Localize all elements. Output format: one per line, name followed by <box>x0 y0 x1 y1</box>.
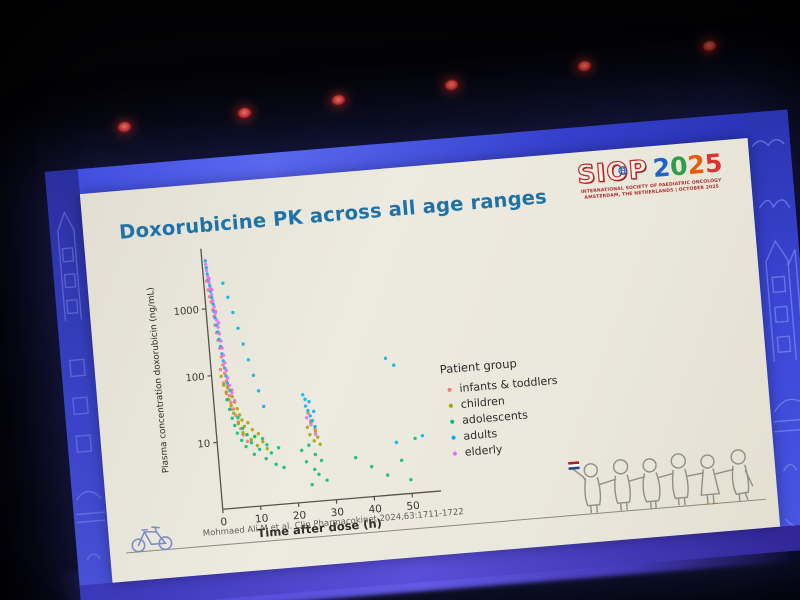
svg-text:0: 0 <box>220 516 228 529</box>
svg-text:1000: 1000 <box>173 305 199 318</box>
svg-text:10: 10 <box>255 512 269 525</box>
legend-dot-icon <box>450 419 455 424</box>
stage-light-icon <box>237 106 252 120</box>
stage-light-icon <box>577 59 592 73</box>
svg-text:20: 20 <box>292 509 306 522</box>
stage-light-icon <box>331 93 346 107</box>
legend-entries: infants & toddlers children adolescents adu… <box>441 369 617 460</box>
legend-label: children <box>460 394 506 411</box>
svg-text:10: 10 <box>197 439 211 451</box>
svg-text:Plasma concentration doxorubic: Plasma concentration doxorubicin (ng/mL) <box>146 287 172 474</box>
legend-label: adolescents <box>461 408 529 427</box>
stage-light-icon <box>444 78 459 92</box>
children-doodle-icon <box>568 449 754 514</box>
legend-label: elderly <box>464 442 503 459</box>
legend-label: adults <box>462 427 498 443</box>
siop-2025-logo: SIOP 2025 INTERNATIONAL SOCIETY OF PAEDI… <box>563 147 738 204</box>
legend-dot-icon <box>452 450 458 456</box>
svg-text:100: 100 <box>185 372 205 385</box>
svg-text:40: 40 <box>368 503 382 516</box>
slide-border-left <box>44 169 115 600</box>
siop-letters: SIOP <box>575 154 650 190</box>
chart-legend: Patient group infants & toddlers children… <box>439 348 617 463</box>
legend-dot-icon <box>447 387 452 392</box>
legend-dot-icon <box>448 403 454 408</box>
legend-dot-icon <box>451 435 456 440</box>
dutch-flag-icon <box>568 461 585 478</box>
svg-text:30: 30 <box>330 506 344 519</box>
amsterdam-doodle-left <box>57 210 106 561</box>
amsterdam-doodle-right <box>751 138 800 529</box>
bicycle-doodle-icon <box>131 526 173 553</box>
siop-wordmark: SIOP <box>575 154 650 190</box>
slide: Doxorubicine PK across all age ranges SI… <box>79 138 781 583</box>
logo-year: 2025 <box>652 148 724 183</box>
projection-screen: Doxorubicine PK across all age ranges SI… <box>44 109 800 600</box>
slide-border-right <box>745 109 800 552</box>
svg-text:50: 50 <box>406 500 420 513</box>
logo-year-digit: 5 <box>703 148 724 179</box>
stage-light-icon <box>702 39 717 53</box>
stage-light-icon <box>117 120 132 134</box>
